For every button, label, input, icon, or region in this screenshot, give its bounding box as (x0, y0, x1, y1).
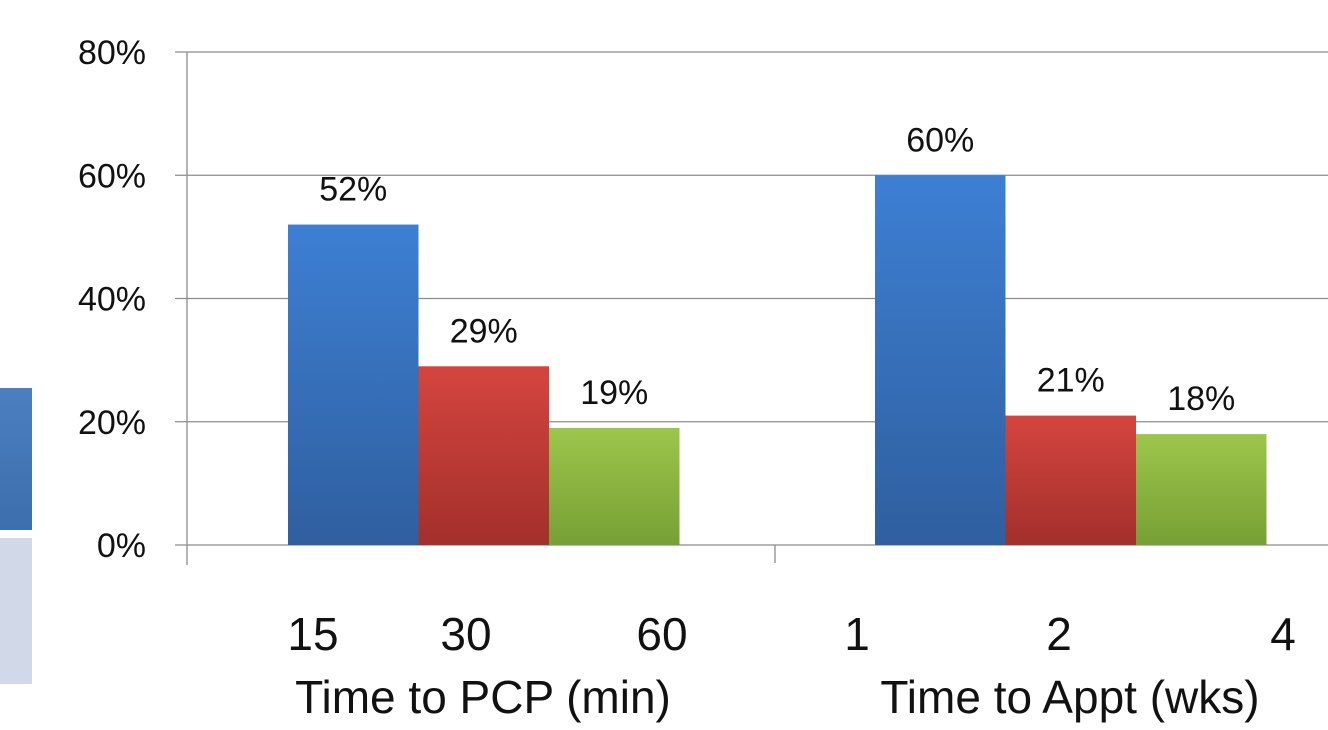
x-tick-label: 60 (636, 608, 687, 660)
y-tick-label: 20% (78, 404, 146, 442)
y-tick-label: 80% (78, 34, 146, 72)
bars (288, 175, 1267, 546)
y-tick-label: 0% (97, 527, 146, 565)
x-group-label: Time to PCP (min) (295, 671, 671, 723)
side-decoration-bottom (0, 538, 32, 684)
x-tick-label: 4 (1270, 608, 1296, 660)
x-tick-label: 15 (287, 608, 338, 660)
side-decoration-top (0, 388, 32, 530)
y-axis-ticks: 0% 20% 40% 60% 80% (78, 34, 146, 565)
data-label: 29% (450, 312, 518, 350)
x-tick-label: 1 (844, 608, 870, 660)
bar (549, 427, 680, 545)
data-label: 52% (319, 171, 387, 209)
y-tick-label: 40% (78, 281, 146, 319)
bar (1005, 415, 1136, 545)
data-label: 19% (580, 374, 648, 412)
data-label: 60% (906, 121, 974, 159)
bar (875, 175, 1006, 545)
bar (1136, 434, 1267, 545)
bar (288, 224, 419, 546)
data-labels: 52% 29% 19% 60% 21% 18% (319, 121, 1235, 418)
x-tick-label: 30 (440, 608, 491, 660)
data-label: 21% (1037, 362, 1105, 400)
x-group-label: Time to Appt (wks) (880, 671, 1259, 723)
bar (418, 366, 549, 545)
data-label: 18% (1167, 380, 1235, 418)
y-tick-label: 60% (78, 157, 146, 195)
x-tick-label: 2 (1046, 608, 1072, 660)
